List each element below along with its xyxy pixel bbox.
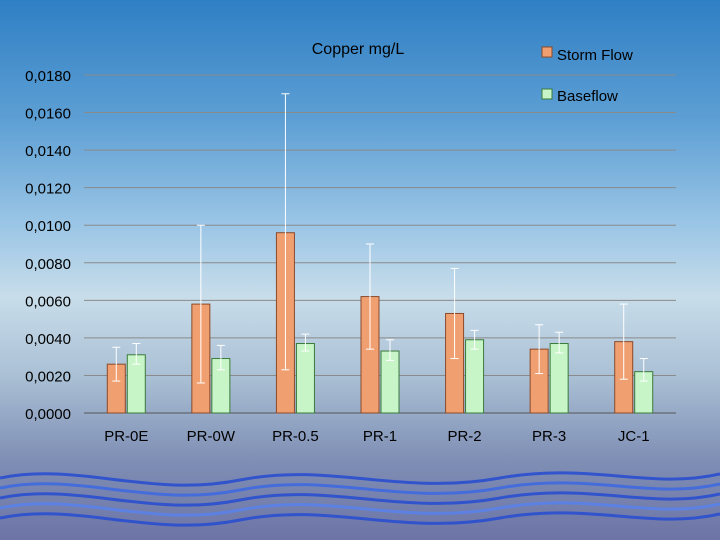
error-bar <box>132 343 141 365</box>
legend-label-baseflow: Baseflow <box>557 88 618 105</box>
error-bar <box>216 344 225 371</box>
x-tick-label: PR-0W <box>187 428 236 445</box>
x-tick-label: PR-1 <box>363 428 397 445</box>
y-tick-label: 0,0120 <box>25 181 71 198</box>
y-tick-label: 0,0100 <box>25 218 71 235</box>
x-tick-label: PR-0.5 <box>272 428 319 445</box>
x-tick-label: PR-0E <box>104 428 148 445</box>
error-bar <box>535 324 544 375</box>
error-bar <box>366 243 374 350</box>
error-bar <box>386 339 394 361</box>
legend-swatch-storm-flow <box>541 46 553 58</box>
y-tick-label: 0,0020 <box>25 368 71 385</box>
y-tick-label: 0,0180 <box>25 68 71 85</box>
y-tick-label: 0,0080 <box>25 256 71 273</box>
error-bar <box>281 93 290 371</box>
x-tick-label: PR-3 <box>532 428 566 445</box>
error-bars <box>112 93 648 384</box>
bar-baseflow <box>465 339 485 414</box>
error-bar <box>450 267 459 360</box>
y-tick-label: 0,0060 <box>25 293 71 310</box>
x-tick-label: PR-2 <box>447 428 481 445</box>
y-tick-label: 0,0000 <box>25 406 71 423</box>
error-bar <box>555 331 564 354</box>
y-tick-label: 0,0040 <box>25 331 71 348</box>
y-tick-label: 0,0160 <box>25 106 71 123</box>
error-bar <box>112 346 121 382</box>
chart-title: Copper mg/L <box>312 41 405 58</box>
x-tick-label: JC-1 <box>618 428 650 445</box>
error-bar <box>301 333 310 352</box>
legend-swatch-baseflow <box>541 88 553 100</box>
error-bar <box>619 303 628 380</box>
bars <box>106 232 654 414</box>
x-tick-labels: PR-0E PR-0W PR-0.5 PR-1 PR-2 PR-3 JC-1 <box>104 428 649 445</box>
bar-baseflow <box>549 343 569 414</box>
y-tick-labels: 0,0000 0,0020 0,0040 0,0060 0,0080 0,0100 0,01… <box>25 68 71 423</box>
y-tick-label: 0,0140 <box>25 143 71 160</box>
error-bar <box>196 224 205 384</box>
legend: Storm Flow Baseflow <box>541 46 633 105</box>
error-bar <box>639 358 648 382</box>
bar-baseflow <box>295 343 315 414</box>
error-bar <box>470 329 479 350</box>
decorative-waves <box>0 471 720 527</box>
legend-label-storm-flow: Storm Flow <box>557 47 633 64</box>
grid-lines <box>84 74 676 414</box>
